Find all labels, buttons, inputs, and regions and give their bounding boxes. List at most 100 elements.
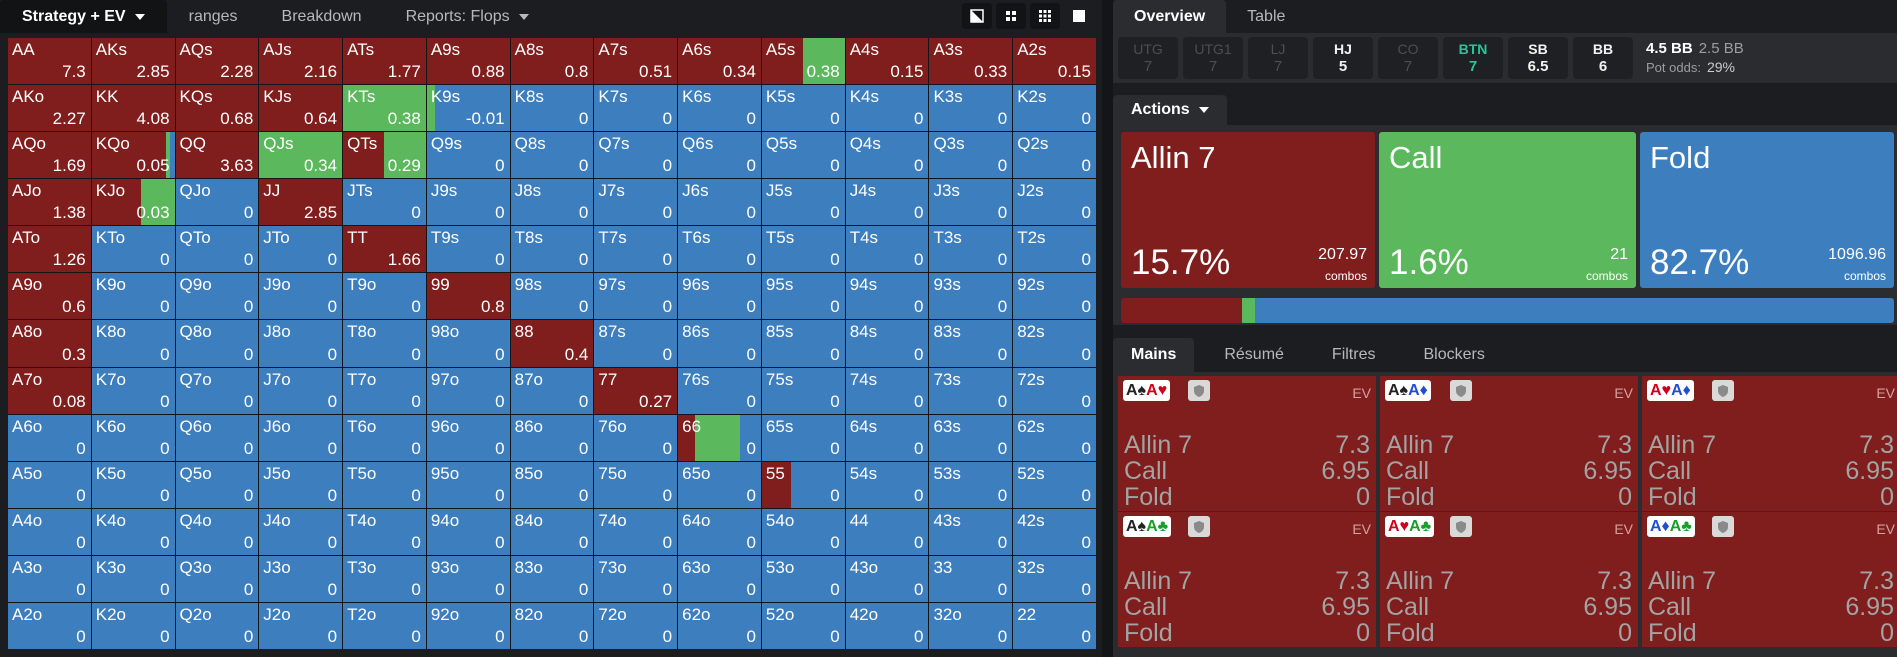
hand-cell-Q3o[interactable]: Q3o 0 xyxy=(175,555,259,602)
hand-cell-Q8o[interactable]: Q8o 0 xyxy=(175,320,259,367)
position-utg1[interactable]: UTG1 7 xyxy=(1183,37,1243,79)
hand-cell-J7s[interactable]: J7s 0 xyxy=(594,179,678,226)
hand-cell-AQo[interactable]: AQo 1.69 xyxy=(8,132,91,179)
action-allin-card[interactable]: Allin 7 15.7% 207.97 combos xyxy=(1121,132,1375,288)
hand-cell-T6s[interactable]: T6s 0 xyxy=(678,226,761,273)
hand-cell-43s[interactable]: 43s 0 xyxy=(929,508,1013,555)
hand-cell-K4s[interactable]: K4s 0 xyxy=(845,85,929,132)
hand-cell-92s[interactable]: 92s 0 xyxy=(1013,273,1096,320)
hand-cell-AQs[interactable]: AQs 2.28 xyxy=(175,38,259,85)
hand-cell-53s[interactable]: 53s 0 xyxy=(929,461,1013,508)
hand-cell-97o[interactable]: 97o 0 xyxy=(426,367,510,414)
combo-card[interactable]: A♥ A♦ EV Allin 7 7.3 Call 6.95 Fold 0 xyxy=(1642,376,1897,511)
hand-cell-J5s[interactable]: J5s 0 xyxy=(761,179,845,226)
hand-cell-J2s[interactable]: J2s 0 xyxy=(1013,179,1096,226)
hand-cell-K8s[interactable]: K8s 0 xyxy=(510,85,594,132)
single-square-icon[interactable] xyxy=(1064,3,1094,29)
hand-cell-82s[interactable]: 82s 0 xyxy=(1013,320,1096,367)
hand-cell-99[interactable]: 99 0.8 xyxy=(426,273,510,320)
hand-cell-74s[interactable]: 74s 0 xyxy=(845,367,929,414)
hand-cell-93o[interactable]: 93o 0 xyxy=(426,555,510,602)
hand-cell-AA[interactable]: AA 7.3 xyxy=(8,38,91,85)
hand-cell-KQo[interactable]: KQo 0.05 xyxy=(91,132,175,179)
tab-ranges[interactable]: ranges xyxy=(167,0,260,33)
hand-cell-QJo[interactable]: QJo 0 xyxy=(175,179,259,226)
hand-cell-AKs[interactable]: AKs 2.85 xyxy=(91,38,175,85)
combo-card[interactable]: A♠ A♣ EV Allin 7 7.3 Call 6.95 Fold 0 xyxy=(1118,512,1376,647)
hand-cell-A6o[interactable]: A6o 0 xyxy=(8,414,91,461)
hand-cell-54s[interactable]: 54s 0 xyxy=(845,461,929,508)
hand-cell-65s[interactable]: 65s 0 xyxy=(761,414,845,461)
hand-cell-75s[interactable]: 75s 0 xyxy=(761,367,845,414)
hand-cell-73o[interactable]: 73o 0 xyxy=(594,555,678,602)
hand-cell-KTs[interactable]: KTs 0.38 xyxy=(343,85,426,132)
hand-cell-33[interactable]: 33 0 xyxy=(929,555,1013,602)
hand-cell-A5o[interactable]: A5o 0 xyxy=(8,461,91,508)
tab-resume[interactable]: Résumé xyxy=(1206,338,1302,372)
combo-card[interactable]: A♥ A♣ EV Allin 7 7.3 Call 6.95 Fold 0 xyxy=(1380,512,1638,647)
hand-cell-63s[interactable]: 63s 0 xyxy=(929,414,1013,461)
actions-dropdown[interactable]: Actions xyxy=(1113,95,1227,125)
hand-cell-85s[interactable]: 85s 0 xyxy=(761,320,845,367)
hand-cell-76o[interactable]: 76o 0 xyxy=(594,414,678,461)
hand-cell-K6o[interactable]: K6o 0 xyxy=(91,414,175,461)
hand-cell-A6s[interactable]: A6s 0.34 xyxy=(678,38,761,85)
hand-cell-J6s[interactable]: J6s 0 xyxy=(678,179,761,226)
hand-cell-62o[interactable]: 62o 0 xyxy=(678,602,761,649)
hand-cell-64o[interactable]: 64o 0 xyxy=(678,508,761,555)
position-sb[interactable]: SB 6.5 xyxy=(1508,37,1568,79)
hand-cell-83s[interactable]: 83s 0 xyxy=(929,320,1013,367)
hand-cell-A2s[interactable]: A2s 0.15 xyxy=(1013,38,1096,85)
hand-cell-T4s[interactable]: T4s 0 xyxy=(845,226,929,273)
hand-cell-83o[interactable]: 83o 0 xyxy=(510,555,594,602)
tab-blockers[interactable]: Blockers xyxy=(1405,338,1502,372)
hand-cell-AKo[interactable]: AKo 2.27 xyxy=(8,85,91,132)
hand-cell-96o[interactable]: 96o 0 xyxy=(426,414,510,461)
tab-overview[interactable]: Overview xyxy=(1113,0,1227,33)
hand-cell-52o[interactable]: 52o 0 xyxy=(761,602,845,649)
hand-cell-QQ[interactable]: QQ 3.63 xyxy=(175,132,259,179)
hand-cell-84s[interactable]: 84s 0 xyxy=(845,320,929,367)
hand-cell-K2o[interactable]: K2o 0 xyxy=(91,602,175,649)
hand-cell-T2o[interactable]: T2o 0 xyxy=(343,602,426,649)
hand-cell-K5s[interactable]: K5s 0 xyxy=(761,85,845,132)
combo-card[interactable]: A♦ A♣ EV Allin 7 7.3 Call 6.95 Fold 0 xyxy=(1642,512,1897,647)
hand-cell-K7s[interactable]: K7s 0 xyxy=(594,85,678,132)
hand-cell-97s[interactable]: 97s 0 xyxy=(594,273,678,320)
hand-cell-42s[interactable]: 42s 0 xyxy=(1013,508,1096,555)
position-lj[interactable]: LJ 7 xyxy=(1248,37,1308,79)
hand-cell-T3s[interactable]: T3s 0 xyxy=(929,226,1013,273)
compact-view-icon[interactable] xyxy=(996,3,1026,29)
hand-cell-T8s[interactable]: T8s 0 xyxy=(510,226,594,273)
hand-cell-T7o[interactable]: T7o 0 xyxy=(343,367,426,414)
hand-cell-J4s[interactable]: J4s 0 xyxy=(845,179,929,226)
hand-cell-94s[interactable]: 94s 0 xyxy=(845,273,929,320)
hand-cell-K9s[interactable]: K9s -0.01 xyxy=(426,85,510,132)
hand-cell-62s[interactable]: 62s 0 xyxy=(1013,414,1096,461)
position-utg[interactable]: UTG 7 xyxy=(1118,37,1178,79)
hand-cell-86o[interactable]: 86o 0 xyxy=(510,414,594,461)
hand-cell-K8o[interactable]: K8o 0 xyxy=(91,320,175,367)
hand-cell-92o[interactable]: 92o 0 xyxy=(426,602,510,649)
hand-cell-KJo[interactable]: KJo 0.03 xyxy=(91,179,175,226)
hand-cell-64s[interactable]: 64s 0 xyxy=(845,414,929,461)
hand-cell-A8o[interactable]: A8o 0.3 xyxy=(8,320,91,367)
hand-cell-44[interactable]: 44 0 xyxy=(845,508,929,555)
hand-cell-65o[interactable]: 65o 0 xyxy=(678,461,761,508)
hand-cell-A9o[interactable]: A9o 0.6 xyxy=(8,273,91,320)
hand-cell-22[interactable]: 22 0 xyxy=(1013,602,1096,649)
hand-cell-J2o[interactable]: J2o 0 xyxy=(259,602,343,649)
position-hj[interactable]: HJ 5 xyxy=(1313,37,1373,79)
hand-cell-JTo[interactable]: JTo 0 xyxy=(259,226,343,273)
hand-cell-77[interactable]: 77 0.27 xyxy=(594,367,678,414)
shield-icon[interactable] xyxy=(1450,380,1472,401)
hand-cell-J3s[interactable]: J3s 0 xyxy=(929,179,1013,226)
hand-cell-J5o[interactable]: J5o 0 xyxy=(259,461,343,508)
hand-cell-J3o[interactable]: J3o 0 xyxy=(259,555,343,602)
hand-cell-J8o[interactable]: J8o 0 xyxy=(259,320,343,367)
hand-cell-82o[interactable]: 82o 0 xyxy=(510,602,594,649)
shield-icon[interactable] xyxy=(1188,380,1210,401)
hand-cell-95o[interactable]: 95o 0 xyxy=(426,461,510,508)
hand-cell-Q5o[interactable]: Q5o 0 xyxy=(175,461,259,508)
hand-cell-K2s[interactable]: K2s 0 xyxy=(1013,85,1096,132)
